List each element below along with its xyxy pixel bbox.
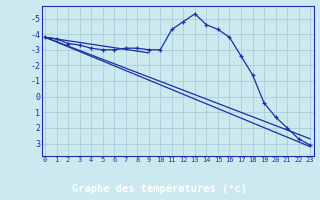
Text: Graphe des températures (°c): Graphe des températures (°c)	[73, 183, 247, 194]
